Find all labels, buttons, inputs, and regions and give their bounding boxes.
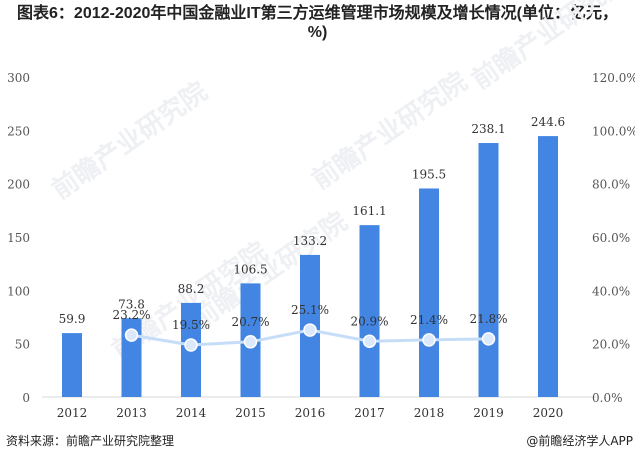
chart-title: 图表6：2012-2020年中国金融业IT第三方运维管理市场规模及增长情况(单位… <box>17 5 618 41</box>
y2-tick-label: 120.0% <box>592 71 635 85</box>
y-tick-label: 200 <box>7 178 30 192</box>
growth-label: 23.2% <box>112 308 150 322</box>
y-tick-label: 250 <box>7 124 30 138</box>
x-tick-label: 2015 <box>235 406 266 420</box>
growth-point <box>362 334 377 349</box>
bar-value-label: 244.6 <box>531 115 565 129</box>
x-tick-label: 2019 <box>473 406 504 420</box>
x-tick-label: 2013 <box>116 406 147 420</box>
growth-point <box>184 338 198 352</box>
x-tick-label: 2017 <box>354 406 385 420</box>
watermark: 前瞻产业研究院 <box>46 76 213 206</box>
x-tick-label: 2014 <box>176 406 207 420</box>
growth-point <box>124 328 139 342</box>
y-tick-label: 100 <box>7 284 30 298</box>
bar-value-label: 133.2 <box>293 234 327 248</box>
x-tick-label: 2018 <box>414 406 445 420</box>
growth-label: 20.9% <box>350 314 388 328</box>
bar <box>419 188 439 397</box>
bar <box>538 136 558 398</box>
growth-point <box>422 333 436 347</box>
y2-tick-label: 20.0% <box>592 338 630 352</box>
bar-value-label: 195.5 <box>412 167 446 181</box>
bar-value-label: 73.8 <box>118 297 145 311</box>
growth-label: 19.5% <box>172 318 210 332</box>
bar-value-label: 88.2 <box>178 282 205 296</box>
growth-point <box>303 323 317 337</box>
growth-label: 21.4% <box>410 313 448 327</box>
y2-tick-label: 100.0% <box>592 124 635 138</box>
y-tick-label: 150 <box>7 231 30 245</box>
growth-label: 21.8% <box>469 312 507 326</box>
x-tick-label: 2012 <box>57 406 88 420</box>
growth-label: 25.1% <box>291 303 329 317</box>
growth-label: 20.7% <box>231 315 269 329</box>
growth-point <box>481 332 496 346</box>
bar-value-label: 161.1 <box>352 204 386 218</box>
watermark: 前瞻产业研究院 <box>306 66 473 196</box>
bar-value-label: 59.9 <box>59 312 86 326</box>
brand-credit: @前瞻经济学人APP <box>526 434 633 448</box>
bar <box>359 225 380 397</box>
y-tick-label: 0 <box>22 391 30 405</box>
bar-value-label: 106.5 <box>233 262 267 276</box>
x-tick-label: 2016 <box>295 406 326 420</box>
source-note: 资料来源：前瞻产业研究院整理 <box>6 434 175 448</box>
y2-tick-label: 0.0% <box>592 391 623 405</box>
bar-value-label: 238.1 <box>471 122 505 136</box>
bar <box>62 333 82 397</box>
y-tick-label: 300 <box>7 71 30 85</box>
bar <box>478 143 499 397</box>
y-tick-label: 50 <box>15 338 30 352</box>
y2-tick-label: 40.0% <box>592 284 630 298</box>
y2-tick-label: 60.0% <box>592 231 630 245</box>
y2-tick-label: 80.0% <box>592 178 630 192</box>
x-tick-label: 2020 <box>533 406 564 420</box>
growth-point <box>243 335 258 349</box>
